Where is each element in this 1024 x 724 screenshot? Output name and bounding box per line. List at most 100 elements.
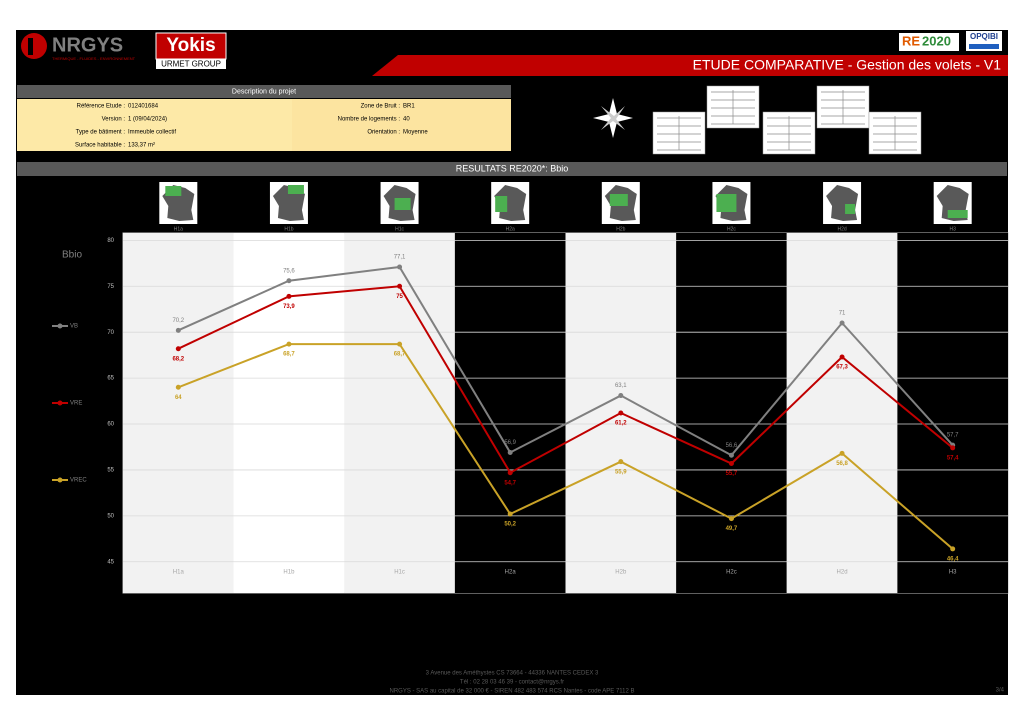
x-tick-label: H2d [837, 570, 848, 576]
value-label: 68,7 [283, 352, 295, 358]
value-label: 49,7 [726, 526, 738, 532]
project-fields-left [17, 99, 292, 151]
map-zone [845, 204, 856, 214]
map-label: H2a [506, 226, 515, 232]
map-label: H1a [174, 226, 183, 232]
re2020-logo: RE 2020 [899, 33, 959, 51]
value-label: 57,7 [947, 433, 959, 439]
y-tick-label: 80 [107, 238, 114, 244]
legend-marker [57, 323, 63, 329]
compass [593, 98, 633, 138]
y-tick-label: 75 [107, 284, 114, 290]
project-title: Description du projet [232, 88, 296, 95]
x-tick-label: H2a [505, 570, 517, 576]
field-value: Moyenne [403, 130, 428, 136]
map-label: H1b [284, 226, 293, 232]
value-label: 73,9 [283, 304, 295, 310]
value-label: 63,1 [615, 383, 627, 389]
map-zone [165, 186, 182, 196]
field-label: Surface habitable : [75, 143, 125, 149]
value-label: 50,2 [504, 522, 516, 528]
results-title-bar [17, 162, 1007, 176]
column-shade [454, 233, 566, 593]
point [507, 511, 513, 517]
legend-marker [57, 477, 63, 483]
field-label: Référence Etude : [77, 104, 126, 110]
column-shade [344, 233, 455, 593]
partner-box [155, 32, 227, 60]
certification-name: OPQIBI [970, 32, 998, 41]
x-tick-label: H1b [283, 570, 295, 576]
map-zone [609, 194, 628, 206]
x-tick-label: H1c [394, 570, 405, 576]
map-label: H1c [395, 226, 404, 232]
brand-name: NRGYS [52, 34, 123, 56]
column-shade [897, 233, 1008, 593]
partner-name: Yokis [166, 35, 215, 56]
page-number: 3/4 [996, 688, 1005, 694]
point [286, 278, 292, 284]
point [175, 327, 181, 333]
field-label: Orientation : [367, 130, 400, 136]
map-zone [495, 196, 508, 212]
y-tick-label: 70 [107, 330, 114, 336]
footer-address: 3 Avenue des Améthystes CS 73664 - 44336… [426, 671, 599, 677]
project-title-bar [17, 85, 511, 98]
series-line [177, 265, 954, 457]
field-label: Nombre de logements : [338, 117, 401, 123]
column-shade [786, 233, 898, 593]
column-shade [676, 233, 787, 593]
map-zone [394, 198, 411, 210]
value-label: 68,7 [394, 352, 406, 358]
field-value: Immeuble collectif [128, 130, 176, 136]
value-label: 56,8 [836, 461, 848, 467]
footer-legal: NRGYS - SAS au capital de 32 000 € - SIR… [389, 689, 634, 695]
y-tick-label: 45 [107, 559, 114, 565]
value-label: 56,6 [726, 443, 738, 449]
value-label: 64 [175, 395, 182, 401]
certification-logo: OPQIBI [966, 31, 1002, 51]
legend-label: VB [70, 324, 78, 330]
plans [652, 85, 922, 155]
point [397, 283, 403, 289]
project-fields: Référence Etude :012401684 Version :1 (09… [75, 104, 428, 149]
point [286, 293, 292, 299]
point [397, 341, 403, 347]
point [728, 452, 734, 458]
legend-label: VREC [70, 478, 87, 484]
field-value: BR1 [403, 104, 415, 110]
value-label: 55,9 [615, 469, 627, 475]
field-value: 1 (09/04/2024) [128, 117, 167, 123]
column-shade [123, 233, 234, 593]
point [839, 320, 845, 326]
point [618, 459, 624, 465]
value-label: 67,3 [836, 365, 848, 371]
x-tick-label: H2b [615, 570, 627, 576]
brand-icon-cut [28, 38, 33, 55]
results-title: RESULTATS RE2020*: Bbio [456, 163, 569, 173]
value-label: 56,9 [504, 440, 516, 446]
x-tick-label: H2c [726, 570, 737, 576]
point [839, 354, 845, 360]
value-label: 70,2 [172, 318, 184, 324]
year-label: 2020 [922, 33, 951, 48]
map-label: H3 [949, 226, 956, 232]
point [507, 470, 513, 476]
point [507, 449, 513, 455]
brand-logo: NRGYS THERMIQUE - FLUIDES - ENVIRONNEMEN… [21, 33, 136, 61]
x-tick-label: H1a [173, 570, 185, 576]
y-tick-label: 50 [107, 513, 114, 519]
point [728, 461, 734, 467]
field-value: 012401684 [128, 104, 159, 110]
map-label: H2d [837, 226, 846, 232]
value-label: 54,7 [504, 480, 516, 486]
map-label: H2b [616, 226, 625, 232]
value-label: 57,4 [947, 455, 959, 461]
series-line [177, 343, 954, 550]
point [950, 546, 956, 552]
certification-bar [969, 44, 999, 49]
point [618, 410, 624, 416]
value-label: 61,2 [615, 421, 627, 427]
